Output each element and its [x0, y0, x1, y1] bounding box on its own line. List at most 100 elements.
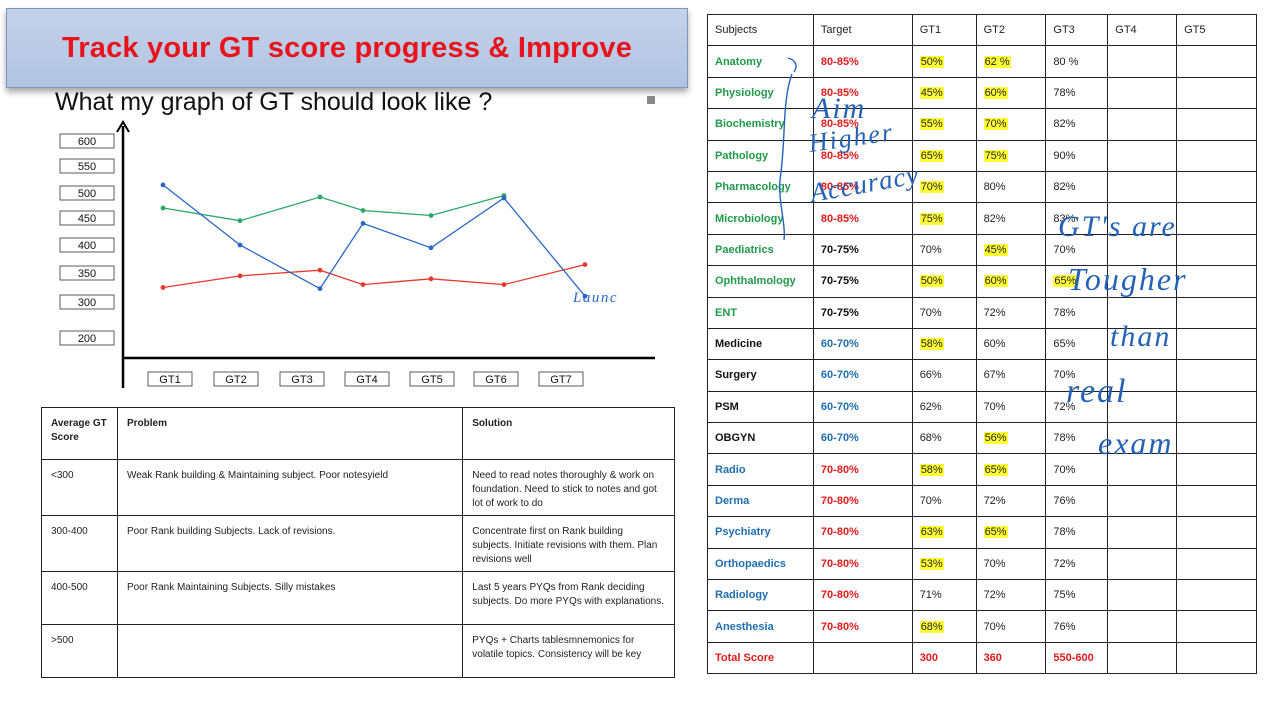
- gt2-cell: 80%: [975, 170, 1047, 204]
- subject-cell-text: OBGYN: [715, 432, 756, 445]
- gt1-cell-text: 70%: [919, 495, 942, 508]
- gt3-cell-text: 70%: [1053, 463, 1076, 476]
- gt1-cell: 45%: [911, 76, 977, 110]
- gt2-cell: 60%: [975, 327, 1047, 361]
- y-tick-box: [59, 265, 115, 281]
- subject-row: Anatomy 80-85% 50% 62 % 80 %: [707, 45, 1257, 78]
- x-tick-labels: GT1 GT2 GT3 GT4 GT5 GT6 GT7: [147, 371, 584, 387]
- gt2-cell: 60%: [975, 76, 1047, 110]
- problem-cell: Poor Rank Maintaining Subjects. Silly mi…: [116, 571, 464, 625]
- series-point: [360, 282, 366, 287]
- x-tick-label: GT2: [225, 374, 246, 386]
- subject-score-table: Subjects Target GT1 GT2 GT3 GT4 GT5 Anat…: [707, 13, 1257, 675]
- header-gt1: GT1: [911, 13, 977, 47]
- gt1-cell: 68%: [911, 422, 977, 455]
- subject-cell-text: PSM: [715, 400, 739, 413]
- target-cell-text: 70-80%: [820, 620, 859, 633]
- target-cell-text: 60-70%: [820, 338, 859, 351]
- subject-cell: Anesthesia: [707, 610, 814, 643]
- subject-cell: Radiology: [707, 579, 814, 612]
- target-cell: 80-85%: [812, 170, 913, 204]
- gt1-cell-text: 71%: [919, 589, 942, 602]
- gt2-cell-text: 62 %: [983, 55, 1011, 68]
- gt2-cell-text: 72%: [983, 306, 1006, 319]
- target-cell-text: 80-85%: [820, 181, 859, 194]
- gt3-cell-text: 65%: [1053, 338, 1076, 351]
- subject-row: Physiology 80-85% 45% 60% 78%: [707, 76, 1257, 110]
- gt3-cell: 90%: [1045, 139, 1109, 172]
- y-tick-label: 350: [78, 268, 96, 280]
- target-cell-text: 60-70%: [820, 369, 859, 382]
- subject-table-header: Subjects Target GT1 GT2 GT3 GT4 GT5: [707, 13, 1257, 47]
- y-tick-label: 200: [78, 333, 96, 345]
- gt2-cell: 56%: [975, 422, 1047, 455]
- subject-row: Paediatrics 70-75% 70% 45% 70%: [707, 233, 1257, 267]
- gt4-cell: [1107, 108, 1178, 141]
- gt3-cell: 75%: [1045, 579, 1109, 612]
- subject-cell-text: Psychiatry: [715, 526, 771, 539]
- total-target-cell: [812, 641, 913, 675]
- target-cell-text: 80-85%: [820, 212, 859, 225]
- gt3-cell: 78%: [1045, 516, 1109, 549]
- graph-axes: [116, 120, 655, 388]
- subject-cell-text: Pharmacology: [715, 181, 791, 194]
- target-cell-text: 60-70%: [820, 432, 859, 445]
- gt3-cell-text: 75%: [1053, 589, 1076, 602]
- gt1-cell: 50%: [911, 265, 977, 298]
- target-cell: 80-85%: [812, 76, 913, 110]
- solution-cell: PYQs + Charts tablesmnemonics for volati…: [462, 624, 675, 678]
- subject-cell: Pathology: [707, 139, 814, 172]
- series-point: [160, 182, 166, 188]
- target-cell-text: 60-70%: [820, 400, 859, 413]
- problem-cell: [116, 624, 464, 678]
- y-tick-label: 400: [78, 240, 96, 252]
- solution-cell: Concentrate first on Rank building subje…: [462, 515, 675, 572]
- series-point: [428, 276, 434, 282]
- subject-cell: Biochemistry: [707, 108, 814, 141]
- gt3-cell-text: 82%: [1053, 181, 1076, 194]
- subject-cell: Ophthalmology: [707, 265, 814, 298]
- table-row: 400-500 Poor Rank Maintaining Subjects. …: [41, 571, 675, 625]
- y-tick-label: 550: [78, 161, 96, 173]
- gt3-cell-text: 76%: [1053, 495, 1076, 508]
- series-line: [162, 263, 586, 289]
- gt2-cell-text: 82%: [983, 212, 1006, 225]
- gt1-cell: 70%: [911, 484, 977, 518]
- subject-row: Surgery 60-70% 66% 67% 70%: [707, 359, 1257, 392]
- gt5-cell: [1176, 484, 1257, 518]
- target-cell: 70-75%: [812, 265, 913, 298]
- gt3-cell: 65%: [1045, 265, 1109, 298]
- gt2-cell-text: 70%: [983, 400, 1006, 413]
- gt1-cell-text: 68%: [919, 432, 942, 445]
- gt1-cell: 71%: [911, 579, 977, 612]
- subject-cell-text: Radiology: [715, 589, 769, 602]
- gt-score-graph: 600 550 500 450 400 350 300 200 GT1 GT2 GT3 GT4 GT5…: [59, 120, 655, 388]
- gt3-cell-text: 78%: [1053, 86, 1076, 99]
- series-point: [237, 242, 243, 248]
- gt1-cell: 68%: [911, 610, 977, 643]
- target-cell-text: 70-80%: [820, 495, 859, 508]
- subject-cell: Pharmacology: [707, 170, 814, 204]
- series-point: [237, 218, 243, 224]
- y-tick-box: [59, 330, 115, 346]
- target-cell: 80-85%: [812, 202, 913, 235]
- gt3-cell-text: 70%: [1053, 243, 1076, 256]
- subject-cell: Derma: [707, 484, 814, 518]
- gt1-cell-text: 58%: [919, 463, 944, 476]
- target-cell-text: 70-75%: [820, 275, 859, 288]
- gt3-cell-text: 72%: [1053, 557, 1076, 570]
- y-tick-box: [59, 185, 115, 201]
- gt3-cell-text: 90%: [1053, 149, 1076, 162]
- subject-cell-text: Paediatrics: [715, 243, 774, 256]
- subject-cell-text: Radio: [715, 463, 746, 476]
- gt3-cell: 72%: [1045, 390, 1109, 424]
- subject-cell-text: Orthopaedics: [715, 557, 786, 570]
- total-gt4-cell: [1107, 641, 1178, 675]
- y-axis-arrow: [116, 120, 130, 133]
- gt3-cell-text: 72%: [1053, 400, 1076, 413]
- subject-cell: Medicine: [707, 327, 814, 361]
- gt4-cell: [1107, 265, 1178, 298]
- gt1-cell: 70%: [911, 233, 977, 267]
- subject-row: Derma 70-80% 70% 72% 76%: [707, 484, 1257, 518]
- subject-cell-text: Biochemistry: [715, 118, 785, 131]
